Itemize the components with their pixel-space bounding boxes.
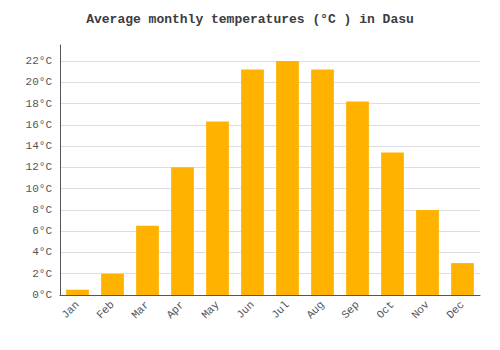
svg-text:Apr: Apr bbox=[164, 299, 186, 321]
svg-text:2°C: 2°C bbox=[32, 268, 52, 280]
svg-text:Nov: Nov bbox=[409, 298, 432, 321]
svg-text:Jul: Jul bbox=[269, 299, 291, 321]
svg-text:Feb: Feb bbox=[94, 299, 116, 321]
svg-text:4°C: 4°C bbox=[32, 246, 52, 258]
svg-text:16°C: 16°C bbox=[26, 119, 53, 131]
svg-text:Jun: Jun bbox=[234, 299, 256, 321]
svg-text:Mar: Mar bbox=[129, 299, 151, 321]
svg-text:Dec: Dec bbox=[444, 299, 466, 321]
svg-text:14°C: 14°C bbox=[26, 140, 53, 152]
svg-text:Average monthly temperatures (: Average monthly temperatures (°C ) in Da… bbox=[86, 12, 414, 27]
svg-text:Aug: Aug bbox=[304, 299, 326, 321]
svg-text:Sep: Sep bbox=[339, 299, 361, 321]
svg-text:Oct: Oct bbox=[374, 299, 396, 321]
svg-text:12°C: 12°C bbox=[26, 161, 53, 173]
svg-text:Jan: Jan bbox=[59, 299, 81, 321]
svg-text:18°C: 18°C bbox=[26, 98, 53, 110]
svg-text:0°C: 0°C bbox=[32, 289, 52, 301]
svg-text:20°C: 20°C bbox=[26, 76, 53, 88]
svg-text:22°C: 22°C bbox=[26, 55, 53, 67]
svg-text:10°C: 10°C bbox=[26, 183, 53, 195]
svg-text:6°C: 6°C bbox=[32, 225, 52, 237]
svg-text:May: May bbox=[199, 298, 222, 321]
svg-text:8°C: 8°C bbox=[32, 204, 52, 216]
